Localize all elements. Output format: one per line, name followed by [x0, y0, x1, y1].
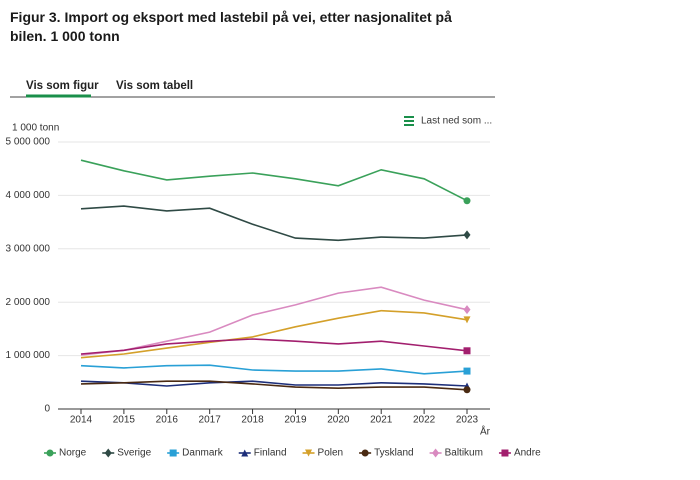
x-tick-label: 2016 — [156, 415, 179, 426]
y-tick-label: 1 000 000 — [6, 350, 51, 361]
download-icon[interactable] — [404, 116, 414, 126]
x-tick-label: 2017 — [199, 415, 222, 426]
marker — [463, 367, 471, 375]
x-tick-label: 2018 — [241, 415, 264, 426]
icon-bar — [404, 124, 414, 126]
series-line — [80, 364, 468, 375]
marker — [463, 197, 471, 205]
marker — [463, 386, 471, 394]
tab-figure[interactable]: Vis som figur — [26, 80, 99, 92]
tab-table[interactable]: Vis som tabell — [116, 80, 193, 92]
y-tick-label: 4 000 000 — [6, 190, 51, 201]
marker — [463, 230, 471, 240]
chart-title: Figur 3. Import og eksport med lastebil … — [10, 9, 452, 44]
marker — [46, 449, 54, 457]
legend-label: Baltikum — [445, 448, 483, 459]
legend-item[interactable]: Danmark — [167, 448, 224, 459]
marker — [501, 449, 509, 457]
legend-item[interactable]: Norge — [44, 448, 87, 459]
icon-bar — [404, 120, 414, 122]
x-tick-label: 2020 — [327, 415, 350, 426]
marker — [169, 449, 177, 457]
series-line — [80, 309, 468, 359]
series-line — [80, 205, 468, 242]
download-button[interactable]: Last ned som ... — [421, 116, 492, 127]
marker — [463, 316, 471, 324]
series-line — [80, 159, 468, 202]
marker — [361, 449, 369, 457]
marker — [241, 449, 249, 457]
legend-label: Polen — [318, 448, 344, 459]
legend-label: Finland — [254, 448, 287, 459]
x-tick-label: 2022 — [413, 415, 436, 426]
legend-item[interactable]: Finland — [238, 448, 287, 459]
x-tick-label: 2023 — [456, 415, 479, 426]
marker — [104, 448, 112, 458]
y-unit-label: 1 000 tonn — [12, 123, 59, 134]
marker — [463, 305, 471, 315]
legend-item[interactable]: Sverige — [102, 448, 152, 459]
series-line — [80, 380, 468, 387]
icon-bar — [404, 116, 414, 118]
legend-label: Danmark — [182, 448, 224, 459]
y-tick-label: 5 000 000 — [6, 137, 51, 148]
marker — [432, 448, 440, 458]
legend-item[interactable]: Baltikum — [429, 448, 483, 459]
legend-item[interactable]: Polen — [302, 448, 344, 459]
legend-label: Norge — [59, 448, 87, 459]
legend-item[interactable]: Tyskland — [359, 448, 414, 459]
marker — [463, 347, 471, 355]
x-tick-label: 2014 — [70, 415, 93, 426]
x-tick-label: 2015 — [113, 415, 136, 426]
y-tick-label: 3 000 000 — [6, 243, 51, 254]
x-tick-label: 2021 — [370, 415, 393, 426]
series-line — [80, 380, 468, 391]
series-line — [80, 286, 468, 356]
y-tick-label: 0 — [44, 404, 50, 415]
legend-item[interactable]: Andre — [498, 448, 541, 459]
legend-label: Andre — [514, 448, 541, 459]
marker — [305, 449, 313, 457]
legend-label: Tyskland — [374, 448, 413, 459]
x-tick-label: 2019 — [284, 415, 307, 426]
legend-label: Sverige — [117, 448, 151, 459]
x-axis-label: År — [480, 425, 491, 438]
series-line — [80, 338, 468, 355]
y-tick-label: 2 000 000 — [6, 297, 51, 308]
